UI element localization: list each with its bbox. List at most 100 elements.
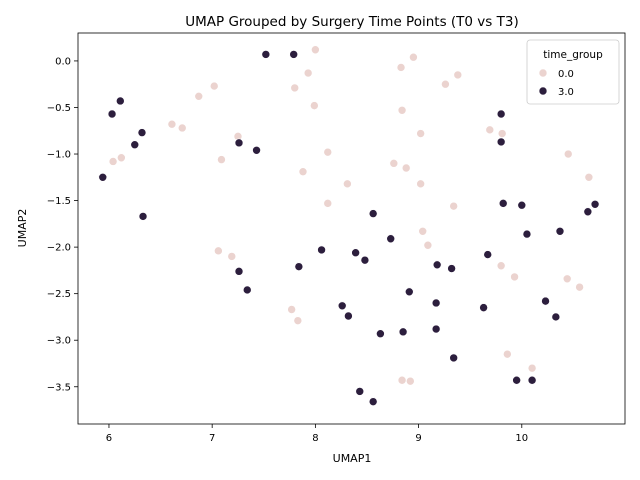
y-tick-label: −1.0: [47, 150, 71, 161]
data-point-group-0: [214, 246, 223, 256]
legend: time_group 0.0 3.0: [526, 39, 620, 105]
y-tick-label: −3.0: [47, 336, 71, 347]
y-axis-label: UMAP2: [16, 209, 29, 248]
data-point-group-1: [590, 199, 600, 209]
legend-box: [526, 39, 620, 105]
data-point-group-0: [497, 129, 507, 138]
data-point-group-1: [368, 397, 378, 406]
data-point-group-1: [527, 375, 537, 385]
y-tick-label: −3.5: [47, 382, 71, 393]
data-point-group-0: [108, 157, 118, 166]
data-point-group-1: [376, 329, 385, 338]
data-point-group-0: [311, 45, 320, 55]
data-point-group-0: [496, 261, 506, 271]
plot-frame: [77, 32, 626, 425]
data-point-group-0: [343, 179, 352, 189]
data-point-group-0: [485, 125, 495, 135]
data-point-group-0: [449, 201, 458, 211]
data-point-group-1: [337, 301, 347, 311]
x-tick-label: 6: [106, 433, 112, 444]
data-point-group-0: [323, 147, 333, 157]
y-tick-label: −2.0: [47, 243, 71, 254]
data-point-group-0: [217, 155, 226, 164]
data-point-group-1: [483, 250, 493, 259]
data-point-group-1: [107, 109, 117, 119]
legend-marker-1: [538, 86, 548, 96]
y-tick-label: −2.5: [47, 289, 71, 300]
y-tick-label: −0.5: [47, 103, 71, 114]
data-point-group-0: [298, 167, 308, 177]
x-tick-label: 10: [515, 433, 528, 444]
data-point-group-0: [441, 79, 450, 89]
data-point-group-1: [447, 264, 456, 273]
y-tick-label: −1.5: [47, 196, 71, 207]
data-point-group-1: [541, 296, 550, 306]
legend-marker-0: [538, 68, 548, 78]
data-point-group-0: [418, 226, 428, 236]
data-point-group-1: [317, 245, 326, 255]
data-point-group-0: [396, 63, 406, 72]
data-point-group-1: [431, 324, 441, 334]
data-point-group-0: [575, 282, 584, 292]
data-points: [98, 45, 600, 406]
data-point-group-1: [583, 207, 593, 217]
data-point-group-1: [386, 234, 396, 244]
x-tick-label: 8: [312, 433, 318, 444]
data-point-group-0: [293, 316, 303, 325]
data-point-group-0: [303, 68, 313, 78]
data-point-group-0: [563, 149, 573, 159]
data-point-group-0: [453, 70, 463, 80]
data-point-group-0: [397, 105, 407, 115]
data-point-group-1: [431, 298, 441, 308]
data-point-group-0: [287, 305, 296, 314]
x-axis-label: UMAP1: [333, 452, 372, 465]
chart-title: UMAP Grouped by Surgery Time Points (T0 …: [185, 14, 518, 30]
data-point-group-1: [398, 327, 408, 337]
data-point-group-1: [479, 303, 488, 312]
data-point-group-1: [138, 212, 148, 221]
data-point-group-1: [496, 109, 506, 119]
data-point-group-1: [522, 229, 532, 239]
data-point-group-1: [512, 375, 521, 385]
data-point-group-1: [355, 387, 365, 396]
data-point-group-1: [555, 226, 565, 236]
data-point-group-0: [584, 172, 594, 182]
x-tick-label: 9: [415, 433, 421, 444]
data-point-group-1: [261, 50, 271, 59]
data-point-group-0: [416, 129, 425, 138]
data-point-group-0: [389, 159, 399, 168]
data-point-group-1: [517, 200, 527, 210]
data-point-group-0: [409, 52, 418, 62]
data-point-group-0: [503, 349, 512, 359]
data-point-group-0: [117, 153, 126, 163]
data-point-group-1: [449, 353, 458, 363]
data-point-group-0: [323, 199, 333, 208]
legend-label-0: 0.0: [558, 69, 574, 80]
data-point-group-0: [227, 252, 237, 261]
data-point-group-0: [310, 101, 319, 110]
data-point-group-1: [404, 287, 414, 297]
data-point-group-0: [194, 92, 204, 101]
data-point-group-1: [252, 146, 261, 155]
data-point-group-1: [344, 311, 353, 321]
y-tick-label: 0.0: [55, 56, 71, 67]
data-point-group-0: [290, 83, 300, 93]
legend-title: time_group: [543, 49, 603, 61]
data-point-group-1: [130, 140, 140, 150]
data-point-group-1: [137, 128, 147, 137]
data-point-group-1: [351, 248, 360, 258]
data-point-group-0: [397, 375, 407, 385]
data-point-group-1: [551, 312, 561, 322]
data-point-group-1: [498, 199, 508, 208]
x-tick-label: 7: [209, 433, 215, 444]
data-point-group-1: [289, 50, 299, 59]
data-point-group-1: [242, 285, 252, 295]
data-point-group-0: [406, 376, 415, 386]
data-point-group-0: [562, 274, 572, 284]
data-point-group-1: [98, 172, 108, 182]
data-point-group-1: [360, 255, 370, 265]
data-point-group-1: [496, 137, 506, 147]
data-point-group-1: [432, 260, 442, 270]
data-point-group-0: [527, 363, 537, 373]
data-point-group-1: [234, 267, 244, 276]
